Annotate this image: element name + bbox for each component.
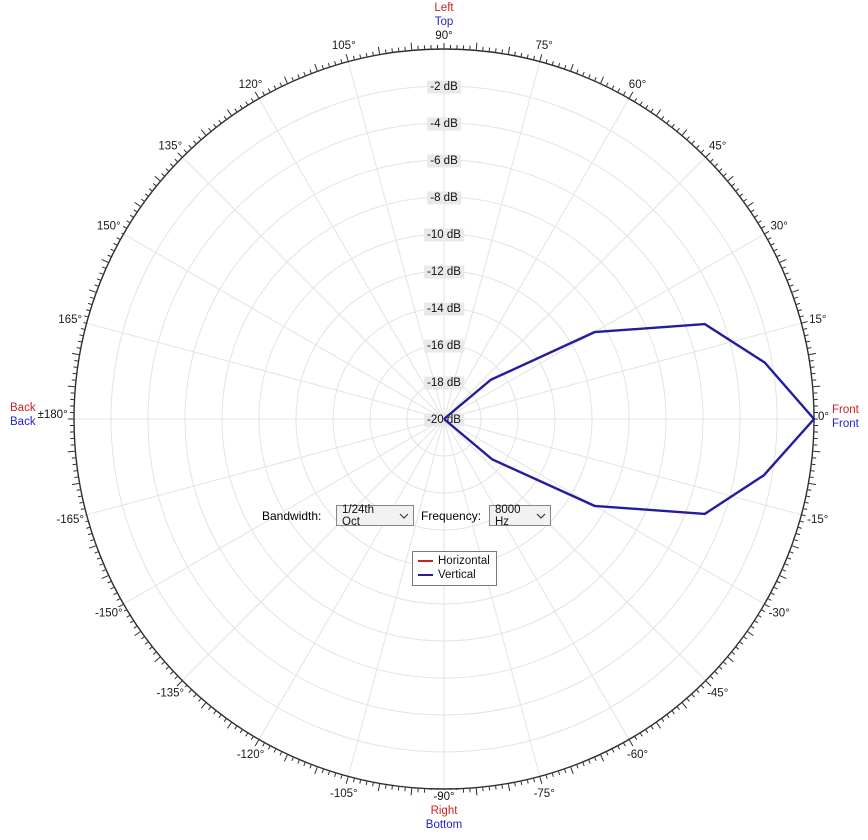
db-ring-label: -8 dB [430, 192, 458, 204]
angle-label: 60° [629, 79, 646, 91]
legend-label: Horizontal [438, 555, 490, 567]
db-ring-label: -14 dB [427, 303, 461, 315]
legend-label: Vertical [438, 569, 476, 581]
angle-label: -75° [534, 788, 555, 800]
angle-label: 105° [332, 40, 356, 52]
endpoint-right-stack: Front Front [832, 403, 859, 431]
frequency-label: Frequency: [421, 509, 482, 523]
chevron-down-icon [399, 510, 409, 522]
frequency-select[interactable]: 8000 Hz [489, 503, 551, 528]
angle-label: -120° [237, 749, 265, 761]
endpoint-left-angle: ±180° [37, 408, 68, 422]
axis-endpoint-bottom: -90° Right Bottom [425, 790, 463, 832]
angle-label: -105° [330, 788, 358, 800]
db-ring-label: -6 dB [430, 155, 458, 167]
angle-label: -165° [56, 514, 84, 526]
db-ring-label: -16 dB [427, 340, 461, 352]
endpoint-left-vertical: Back [10, 415, 36, 429]
angle-label: 30° [771, 221, 788, 233]
angle-label: 75° [536, 40, 553, 52]
axis-endpoint-left: Back Back ±180° [10, 401, 68, 429]
angle-label: 45° [709, 140, 726, 152]
angle-label: -135° [156, 688, 184, 700]
angle-label: -60° [627, 749, 648, 761]
angle-label: -30° [769, 608, 790, 620]
db-ring-label: -12 dB [427, 266, 461, 278]
db-ring-label: -2 dB [430, 81, 458, 93]
endpoint-top-horizontal: Left [434, 1, 454, 15]
angle-label: 165° [58, 314, 82, 326]
endpoint-left-horizontal: Back [10, 401, 36, 415]
angle-label: -15° [807, 514, 828, 526]
endpoint-top-vertical: Top [434, 15, 454, 29]
bandwidth-label: Bandwidth: [262, 509, 322, 523]
angle-label: 150° [97, 221, 121, 233]
angle-label: 120° [239, 79, 263, 91]
legend-line-icon [418, 574, 433, 576]
chevron-down-icon [536, 510, 546, 522]
legend-row-horizontal: Horizontal [418, 554, 490, 568]
angle-label: 15° [809, 314, 826, 326]
angle-label: 135° [158, 140, 182, 152]
endpoint-right-angle: 0° [818, 410, 829, 424]
angle-label: -45° [707, 688, 728, 700]
axis-endpoint-right: 0° Front Front [818, 403, 859, 431]
endpoint-bottom-horizontal: Right [425, 804, 463, 818]
angle-label: -150° [95, 608, 123, 620]
curve-vertical [443, 322, 816, 516]
db-ring-label: -4 dB [430, 118, 458, 130]
endpoint-right-horizontal: Front [832, 403, 859, 417]
endpoint-right-vertical: Front [832, 417, 859, 431]
axis-endpoint-top: Left Top 90° [434, 1, 454, 43]
legend: Horizontal Vertical [412, 551, 497, 586]
db-ring-label: -10 dB [427, 229, 461, 241]
endpoint-left-stack: Back Back [10, 401, 36, 429]
legend-row-vertical: Vertical [418, 568, 490, 582]
db-ring-label: -18 dB [427, 377, 461, 389]
bandwidth-value: 1/24th Oct [342, 503, 374, 528]
frequency-value: 8000 Hz [495, 503, 521, 528]
legend-line-icon [418, 560, 433, 562]
bandwidth-select[interactable]: 1/24th Oct [336, 503, 414, 528]
endpoint-bottom-angle: -90° [425, 790, 463, 804]
endpoint-bottom-vertical: Bottom [425, 818, 463, 832]
endpoint-top-angle: 90° [434, 29, 454, 43]
